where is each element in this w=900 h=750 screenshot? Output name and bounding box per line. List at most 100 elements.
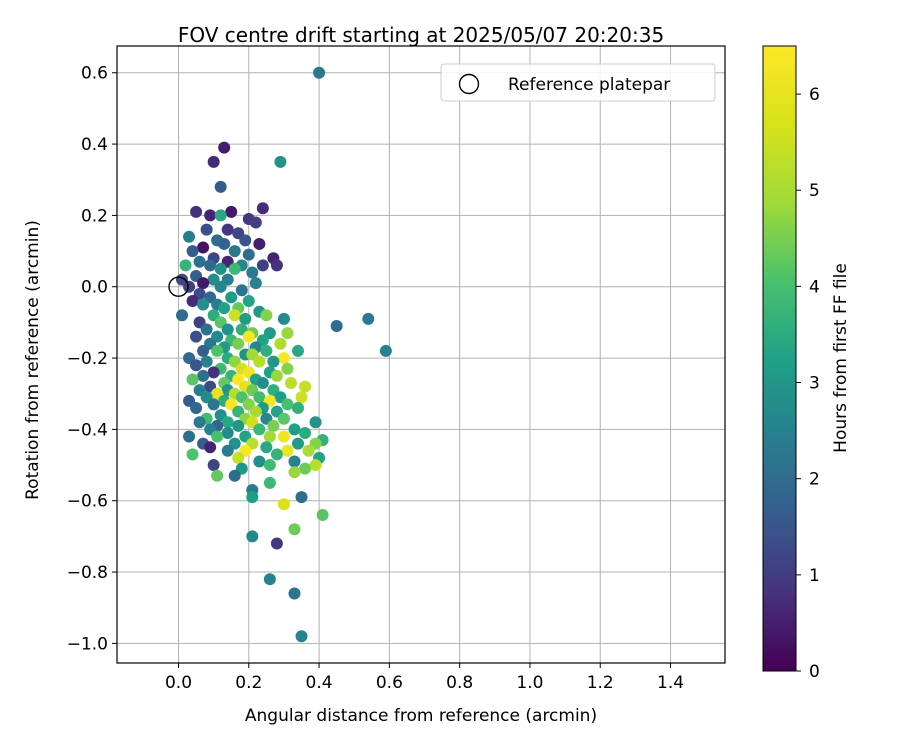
y-tick-label: 0.2 [81,206,108,226]
colorbar-gradient [762,45,797,672]
data-point [281,327,294,340]
data-point [295,491,308,504]
data-point [207,366,220,379]
data-point [253,391,266,404]
data-point [379,344,392,357]
data-point [228,309,241,322]
data-point [270,259,283,272]
data-point [299,426,312,439]
data-point [288,523,301,536]
data-point [221,426,234,439]
data-point [200,323,213,336]
data-point [242,248,255,261]
data-point [299,380,312,393]
data-point [218,141,231,154]
data-point [246,491,259,504]
data-point [190,359,203,372]
data-point [263,476,276,489]
data-point [309,459,322,472]
y-tick-label: −0.2 [67,349,108,369]
x-tick-label: 1.0 [516,673,543,693]
data-point [277,412,290,425]
data-point [204,259,217,272]
data-point [302,444,315,457]
y-axis-ticks: 0.6 0.4 0.2 0.0 −0.2 −0.4 −0.6 −0.8 −1.0 [67,64,117,654]
data-point [249,277,262,290]
data-point [281,362,294,375]
data-point [281,444,294,457]
data-point [179,259,192,272]
data-point [256,377,269,390]
data-point [235,284,248,297]
y-tick-label: 0.4 [81,135,108,155]
data-point [186,245,199,258]
legend-marker-icon [458,73,480,95]
data-point [193,416,206,429]
data-point [232,451,245,464]
data-point [260,441,273,454]
data-point [183,430,196,443]
data-point [309,416,322,429]
data-point [260,309,273,322]
data-point [186,295,199,308]
data-point [316,508,329,521]
colorbar-label: Hours from first FF file [831,263,851,453]
x-tick-label: 0.4 [306,673,333,693]
reference-marker [168,276,189,297]
data-point [253,355,266,368]
x-tick-label: 1.4 [657,673,684,693]
data-point [204,209,217,222]
data-point [253,423,266,436]
data-point [295,630,308,643]
data-point [253,455,266,468]
data-point [197,369,210,382]
data-point [214,209,227,222]
colorbar-tick-label: 6 [809,85,820,105]
data-point [239,234,252,247]
data-point [313,66,326,79]
data-point [232,419,245,432]
data-point [362,312,375,325]
data-point [260,344,273,357]
data-point [214,280,227,293]
data-point [267,355,280,368]
data-point [197,241,210,254]
x-tick-label: 0.0 [165,673,192,693]
chart-title: FOV centre drift starting at 2025/05/07 … [178,23,664,47]
x-tick-label: 0.2 [235,673,262,693]
x-axis-ticks: 0.0 0.2 0.4 0.6 0.8 1.0 1.2 1.4 [165,663,684,693]
colorbar-tick-label: 4 [809,277,820,297]
data-point [190,401,203,414]
data-point [221,416,234,429]
data-point [218,237,231,250]
data-point [207,459,220,472]
data-point [190,205,203,218]
data-point [228,245,241,258]
data-point [291,344,304,357]
data-point [277,430,290,443]
legend-label: Reference platepar [508,75,670,95]
x-axis-label: Angular distance from reference (arcmin) [245,706,597,726]
y-tick-label: −0.8 [67,563,108,583]
data-point [228,262,241,275]
colorbar-ticks: 0 1 2 3 4 5 6 [796,85,820,682]
data-point [253,237,266,250]
data-point [221,223,234,236]
data-point [214,262,227,275]
data-point [263,573,276,586]
reference-point [168,276,189,297]
data-point [267,419,280,432]
data-point [211,344,224,357]
colorbar-tick-label: 1 [809,566,820,586]
colorbar: 0 1 2 3 4 5 6 Hours from first FF file [762,45,851,682]
y-axis-label: Rotation from reference (arcmin) [23,220,43,500]
data-point [299,462,312,475]
data-point [330,319,343,332]
y-tick-label: 0.6 [81,64,108,84]
data-point [288,466,301,479]
data-point [288,455,301,468]
data-point [263,459,276,472]
data-point [274,337,287,350]
colorbar-tick-label: 0 [809,662,820,682]
